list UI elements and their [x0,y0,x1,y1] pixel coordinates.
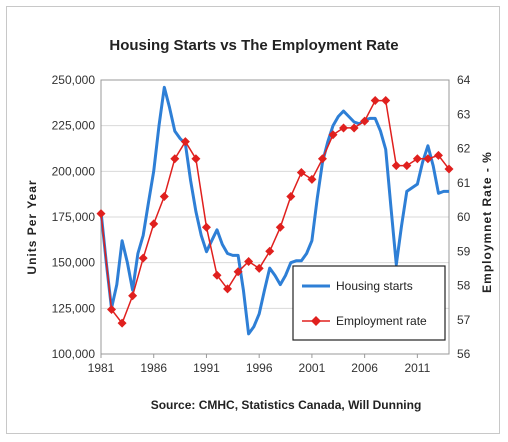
employment-point [255,264,264,273]
legend-label-employment: Employment rate [336,314,427,328]
y2-tick-label: 64 [457,73,471,87]
y-axis-label: Units Per Year [25,179,39,274]
employment-point [170,154,179,163]
employment-point [381,96,390,105]
employment-point [128,291,137,300]
y2-tick-label: 63 [457,107,471,121]
source-note: Source: CMHC, Statistics Canada, Will Du… [151,398,422,412]
employment-point [276,223,285,232]
y-tick-label: 175,000 [52,210,96,224]
employment-point [202,223,211,232]
employment-point [339,123,348,132]
y2-axis: 56 57 58 59 60 61 62 63 64 [457,73,471,361]
employment-point [307,175,316,184]
employment-point [149,219,158,228]
y-tick-label: 225,000 [52,119,96,133]
employment-point [402,161,411,170]
y2-axis-label: Employmnet Rate - % [480,151,494,293]
y-axis: 100,000 125,000 150,000 175,000 200,000 225,0… [52,73,96,361]
employment-point [297,168,306,177]
x-tick-label: 1991 [193,361,220,375]
legend-label-housing: Housing starts [336,279,413,293]
y-tick-label: 200,000 [52,164,96,178]
y2-tick-label: 56 [457,347,471,361]
x-tick-label: 2011 [404,361,430,375]
x-tick-label: 1981 [88,361,115,375]
y-tick-label: 150,000 [52,256,96,270]
employment-point [350,123,359,132]
y-tick-label: 250,000 [52,73,96,87]
y2-tick-label: 61 [457,176,471,190]
x-tick-label: 2006 [351,361,378,375]
y-tick-label: 125,000 [52,301,96,315]
employment-point [181,137,190,146]
y2-tick-label: 57 [457,313,471,327]
y2-tick-label: 59 [457,244,471,258]
y2-tick-label: 62 [457,142,471,156]
x-tick-label: 2001 [299,361,326,375]
x-tick-label: 1986 [140,361,167,375]
employment-point [191,154,200,163]
legend: Housing starts Employment rate [293,266,445,340]
legend-box [293,266,445,340]
employment-point [265,247,274,256]
chart-title: Housing Starts vs The Employment Rate [109,37,398,54]
y2-tick-label: 58 [457,279,471,293]
x-tick-label: 1996 [246,361,273,375]
y2-tick-label: 60 [457,210,471,224]
employment-point [413,154,422,163]
employment-point [286,192,295,201]
y-tick-label: 100,000 [52,347,96,361]
employment-point [160,192,169,201]
employment-point [139,254,148,263]
x-axis: 1981 1986 1991 1996 2001 2006 2011 [88,354,431,375]
employment-point [371,96,380,105]
employment-point [392,161,401,170]
